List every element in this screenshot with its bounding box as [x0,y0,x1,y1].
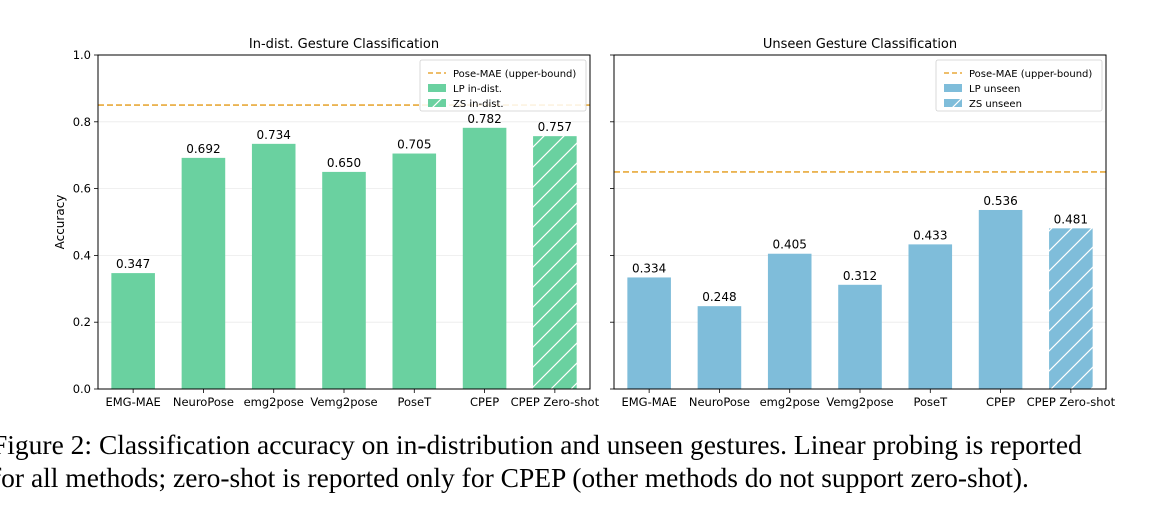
y-tick-label: 1.0 [73,48,91,62]
legend-label: ZS unseen [969,99,1022,110]
bar [978,209,1023,389]
y-tick-label: 0.0 [73,382,91,396]
x-tick-label: EMG-MAE [621,395,676,409]
legend-swatch [428,84,446,92]
bar [181,157,226,389]
chart-title: Unseen Gesture Classification [763,37,957,52]
x-tick-label: EMG-MAE [105,395,160,409]
caption-line-2: for all methods; zero-shot is reported o… [0,462,1029,493]
panel-unseen: 0.334 EMG-MAE 0.248 NeuroPose 0.405 emg2pose 0… [610,37,1116,409]
y-tick-label: 0.2 [73,315,91,329]
legend-swatch [944,99,962,107]
legend-swatch [428,99,446,107]
legend-label: LP in-dist. [453,84,502,95]
x-tick-label: CPEP Zero-shot [1027,395,1116,409]
legend-label: LP unseen [969,84,1020,95]
x-tick-label: PoseT [397,395,432,409]
bar-value-label: 0.536 [983,194,1017,208]
bar-value-label: 0.782 [467,112,501,126]
bar-value-label: 0.312 [843,269,877,283]
x-tick-label: CPEP Zero-shot [511,395,600,409]
legend-label: Pose-MAE (upper-bound) [969,69,1092,80]
bar-value-label: 0.405 [773,238,807,252]
bar-value-label: 0.757 [538,120,572,134]
bar [908,244,953,389]
x-tick-label: NeuroPose [689,395,750,409]
y-tick-label: 0.8 [73,115,91,129]
x-tick-label: Vemg2pose [310,395,377,409]
legend-box [419,59,587,112]
caption-line-1: Figure 2: Classification accuracy on in-… [0,429,1082,460]
bar [767,253,812,389]
y-tick-label: 0.4 [73,248,91,262]
x-tick-label: CPEP [470,395,499,409]
bar-value-label: 0.334 [632,261,666,275]
x-tick-label: Vemg2pose [826,395,893,409]
bar-value-label: 0.734 [257,128,291,142]
plot-frame [97,54,591,390]
bar-value-label: 0.433 [913,228,947,242]
x-tick-label: NeuroPose [173,395,234,409]
figure-charts: 0.0 0.2 0.4 0.6 0.8 1.0 0.347 EMG-MAE 0.692 Neuro… [53,37,1116,409]
bar-value-label: 0.347 [116,257,150,271]
bar-value-label: 0.248 [702,290,736,304]
bar [627,277,671,389]
bar [1049,228,1093,389]
x-tick-label: emg2pose [760,395,820,409]
bar-value-label: 0.481 [1054,212,1088,226]
x-tick-label: CPEP [986,395,1015,409]
y-axis-label: Accuracy [53,195,67,250]
figure-caption: Figure 2: Classification accuracy on in-… [0,428,1161,494]
bar [322,171,366,389]
x-tick-label: PoseT [913,395,948,409]
plot-frame [613,54,1107,390]
bar [251,143,296,389]
bar-value-label: 0.650 [327,156,361,170]
bar-value-label: 0.692 [186,142,220,156]
bar [533,136,577,389]
bar [462,127,507,389]
legend-label: Pose-MAE (upper-bound) [453,69,576,80]
legend-swatch [944,84,962,92]
y-tick-label: 0.6 [73,182,91,196]
legend-box [935,59,1103,112]
chart-title: In-dist. Gesture Classification [249,37,439,52]
legend-label: ZS in-dist. [453,99,504,110]
bar [697,306,742,389]
bar-value-label: 0.705 [397,138,431,152]
x-tick-label: emg2pose [244,395,304,409]
panel-in-dist: 0.0 0.2 0.4 0.6 0.8 1.0 0.347 EMG-MAE 0.692 Neuro… [53,37,600,409]
bar [392,153,437,389]
bar [838,284,882,389]
bar [111,273,155,389]
